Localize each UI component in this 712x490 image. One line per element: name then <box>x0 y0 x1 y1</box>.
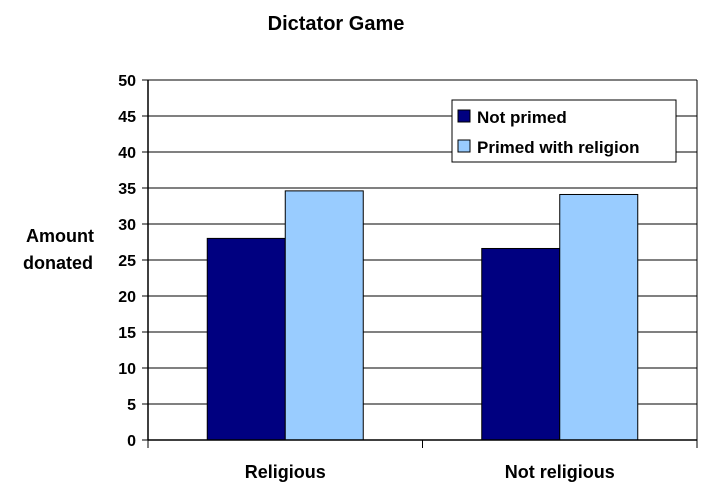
legend-label-not-primed: Not primed <box>477 108 567 127</box>
y-tick-label-15: 15 <box>118 325 136 342</box>
y-tick-label-10: 10 <box>118 361 136 378</box>
y-tick-label-20: 20 <box>118 289 136 306</box>
bar-religious-primed-with-religion <box>284 190 364 441</box>
x-category-label-not-religious: Not religious <box>505 462 615 482</box>
y-tick-label-30: 30 <box>118 217 136 234</box>
axes <box>142 79 698 448</box>
x-category-label-religious: Religious <box>245 462 326 482</box>
y-tick-label-5: 5 <box>127 397 136 414</box>
y-tick-label-50: 50 <box>118 73 136 90</box>
y-tick-label-35: 35 <box>118 181 136 198</box>
legend-label-primed-with-religion: Primed with religion <box>477 138 639 157</box>
chart-title: Dictator Game <box>268 13 405 35</box>
y-axis-label-line-2: donated <box>23 253 93 273</box>
bar-not-religious-primed-with-religion <box>559 193 639 441</box>
y-axis-label-line-1: Amount <box>26 226 94 246</box>
x-category-labels: Religious Not religious <box>245 462 615 482</box>
legend-swatch-primed-with-religion <box>457 139 471 153</box>
y-axis-label: Amount donated <box>23 226 94 273</box>
legend-swatch-not-primed <box>457 109 471 123</box>
y-tick-label-45: 45 <box>118 109 136 126</box>
legend-box <box>451 99 677 163</box>
bars <box>206 190 639 441</box>
y-tick-labels: 0 5 10 15 20 25 30 35 40 45 50 <box>118 73 136 450</box>
bar-religious-not-primed <box>206 237 286 441</box>
legend: Not primed Primed with religion <box>451 99 677 163</box>
y-tick-label-40: 40 <box>118 145 136 162</box>
y-tick-label-25: 25 <box>118 253 136 270</box>
bar-not-religious-not-primed <box>481 247 561 441</box>
y-tick-label-0: 0 <box>127 433 136 450</box>
